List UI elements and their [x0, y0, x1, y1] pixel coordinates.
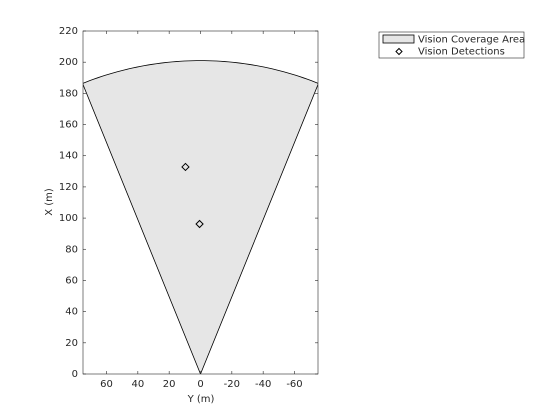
y-axis-label: X (m): [44, 188, 55, 216]
legend-swatch: [382, 34, 415, 44]
y-tick-label: 20: [65, 338, 78, 349]
y-tick-label: 0: [72, 369, 78, 380]
y-tick-label: 200: [59, 57, 78, 68]
x-tick-label: -20: [224, 379, 240, 390]
y-tick-label: 160: [59, 120, 78, 131]
x-tick-label: -40: [255, 379, 271, 390]
y-tick-label: 120: [59, 182, 78, 193]
detection: [195, 219, 204, 229]
y-tick-label: 100: [59, 213, 78, 224]
coverage-area: [83, 60, 318, 374]
x-tick-label: 20: [163, 379, 176, 390]
x-tick-label: -60: [286, 379, 302, 390]
x-axis-label: Y (m): [187, 394, 215, 405]
legend-label: Vision Coverage Area: [418, 35, 525, 46]
y-tick-label: 140: [59, 151, 78, 162]
legend-marker: [395, 47, 403, 56]
x-tick-label: 0: [197, 379, 203, 390]
y-tick-label: 40: [65, 307, 78, 318]
detection: [181, 162, 190, 172]
x-tick-label: 40: [131, 379, 144, 390]
legend-label: Vision Detections: [418, 47, 505, 58]
legend-box: [378, 31, 525, 59]
y-tick-label: 80: [65, 244, 78, 255]
y-tick-label: 180: [59, 88, 78, 99]
x-tick-label: 60: [100, 379, 113, 390]
y-tick-label: 60: [65, 275, 78, 286]
y-tick-label: 220: [59, 26, 78, 37]
